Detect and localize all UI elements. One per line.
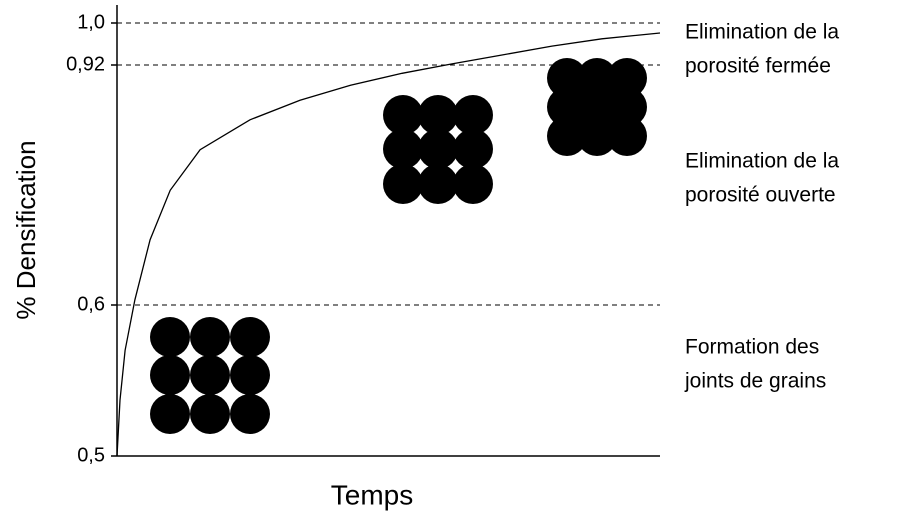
y-tick-label: 1,0 xyxy=(77,11,105,33)
y-axis-label: % Densification xyxy=(11,140,41,319)
annotation: porosité fermée xyxy=(685,55,831,78)
annotation: Elimination de la xyxy=(685,150,839,173)
annotation: Formation des xyxy=(685,336,819,359)
y-tick-label: 0,5 xyxy=(77,444,105,466)
y-tick-label: 0,92 xyxy=(66,53,105,75)
grains-intermediate xyxy=(383,95,493,204)
y-tick-label: 0,6 xyxy=(77,293,105,315)
grains-final xyxy=(547,58,647,156)
x-axis-label: Temps xyxy=(331,479,413,510)
annotation: joints de grains xyxy=(684,370,826,393)
annotation: porosité ouverte xyxy=(685,184,836,207)
densification-curve xyxy=(116,32,661,457)
annotation: Elimination de la xyxy=(685,21,839,44)
grains-initial xyxy=(150,317,270,434)
